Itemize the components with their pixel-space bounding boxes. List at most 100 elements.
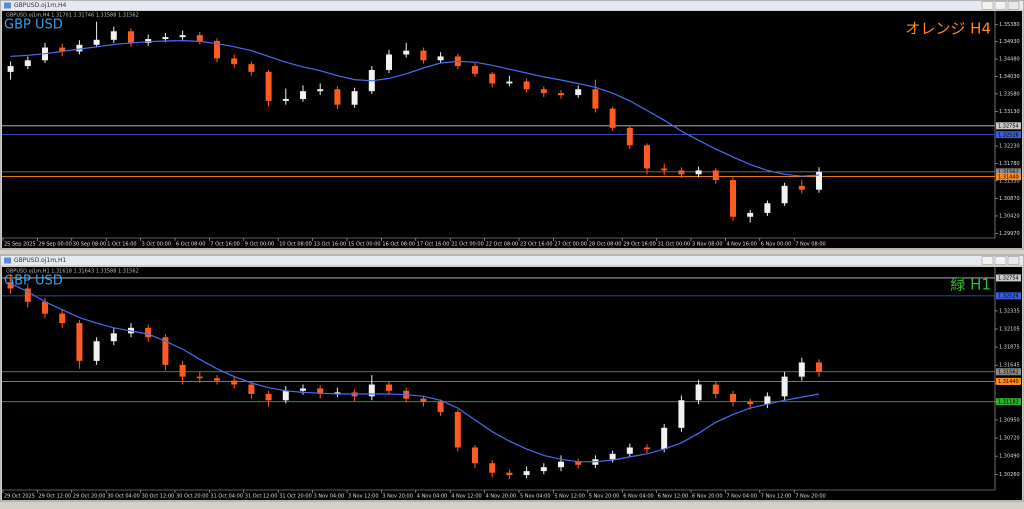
y-tick-label: 1.35380: [999, 22, 1020, 28]
x-tick-label: 3 Nov 12:00: [348, 494, 379, 500]
maximize-button[interactable]: [994, 256, 1007, 265]
candle-body: [661, 168, 668, 171]
x-tick-label: 30 Oct 04:00: [107, 494, 140, 500]
minimize-button[interactable]: [981, 256, 994, 265]
price-level-label: 1.32754: [998, 124, 1019, 130]
y-tick-label: 1.29970: [999, 231, 1020, 237]
candle-body: [162, 37, 169, 40]
price-level-tag: [996, 173, 1021, 181]
candle-body: [764, 203, 771, 213]
x-tick-label: 6 Nov 04:00: [623, 494, 654, 500]
candle-body: [695, 170, 702, 175]
candle-body: [437, 56, 444, 61]
symbol-label: GBP USD: [4, 274, 63, 289]
candle-body: [558, 461, 564, 468]
candle-body: [145, 327, 152, 338]
candle-body: [472, 447, 478, 464]
x-tick-label: 29 Oct 12:00: [38, 494, 71, 500]
candle-body: [712, 170, 719, 181]
y-tick-label: 1.30490: [999, 454, 1020, 460]
candle-body: [816, 171, 822, 190]
plot-area: [2, 267, 1022, 500]
x-tick-label: 5 Nov 20:00: [589, 494, 620, 500]
candle-body: [110, 333, 117, 342]
y-tick-label: 1.33130: [999, 109, 1020, 115]
x-tick-label: 3 Nov 20:00: [382, 494, 413, 500]
candle-body: [93, 341, 100, 361]
candle-body: [540, 89, 547, 94]
candle-body: [747, 401, 754, 405]
candle-body: [403, 50, 410, 55]
x-tick-label: 5 Nov 04:00: [520, 494, 551, 500]
candle-body: [816, 362, 822, 372]
candle-body: [282, 390, 289, 401]
candle-body: [214, 378, 220, 381]
x-tick-label: 29 Oct 2025: [4, 494, 35, 500]
candle-body: [523, 81, 530, 90]
moving-average: [10, 39, 820, 177]
candle-body: [730, 393, 736, 402]
x-tick-label: 3 Oct 00:00: [142, 242, 171, 248]
x-tick-label: 29 Sep 00:00: [38, 242, 71, 248]
annotation: 緑 H1: [950, 276, 991, 294]
candle-body: [7, 66, 14, 72]
candle-body: [386, 54, 392, 70]
candle-body: [420, 50, 427, 61]
candle-body: [317, 89, 324, 92]
maximize-button[interactable]: [994, 1, 1007, 10]
candle-body: [661, 427, 668, 450]
candle-body: [730, 180, 736, 217]
candle-body: [798, 362, 805, 377]
price-level-label: 1.31440: [998, 379, 1019, 385]
y-tick-label: 1.31645: [999, 363, 1020, 369]
candle-body: [368, 384, 375, 397]
x-tick-label: 4 Nov 16:00: [726, 242, 757, 248]
candle-body: [248, 64, 255, 72]
candle-body: [678, 400, 685, 428]
candle-body: [110, 31, 117, 40]
candle-body: [196, 35, 203, 41]
close-button[interactable]: [1007, 1, 1020, 10]
x-tick-label: 7 Oct 16:00: [210, 242, 239, 248]
y-tick-label: 1.30720: [999, 436, 1020, 442]
y-tick-label: 1.31780: [999, 161, 1020, 167]
price-level-tag: [996, 292, 1021, 300]
x-tick-label: 31 Oct 04:00: [210, 494, 243, 500]
candle-body: [231, 380, 238, 385]
y-tick-label: 1.34480: [999, 57, 1020, 63]
y-tick-label: 1.34930: [999, 39, 1020, 45]
candle-body: [93, 39, 100, 45]
close-button[interactable]: [1007, 256, 1020, 265]
price-level-tag: [996, 168, 1021, 176]
window-icon: [4, 2, 11, 9]
y-tick-label: 1.30260: [999, 472, 1020, 478]
x-tick-label: 31 Oct 00:00: [658, 242, 691, 248]
minimize-button[interactable]: [981, 1, 994, 10]
candle-body: [162, 337, 169, 365]
window-title: GBPUSD.oj1m,H1: [14, 257, 67, 264]
candle-body: [626, 447, 633, 454]
candle-body: [24, 288, 31, 302]
candle-body: [334, 89, 341, 105]
candle-body: [644, 145, 650, 169]
y-tick-label: 1.32105: [999, 327, 1020, 333]
y-tick-label: 1.31330: [999, 178, 1020, 184]
y-tick-label: 1.31875: [999, 345, 1020, 351]
candle-body: [454, 412, 461, 448]
x-tick-label: 31 Oct 20:00: [279, 494, 312, 500]
candle-body: [317, 388, 324, 394]
x-tick-label: 29 Oct 20:00: [73, 494, 106, 500]
price-level-label: 1.31440: [998, 174, 1019, 180]
candle-body: [781, 185, 788, 204]
price-level-label: 1.32526: [998, 132, 1019, 138]
y-tick-label: 1.34030: [999, 74, 1020, 80]
x-tick-label: 17 Oct 16:00: [417, 242, 450, 248]
x-tick-label: 6 Oct 08:00: [176, 242, 205, 248]
x-tick-label: 1 Oct 16:00: [107, 242, 136, 248]
x-tick-label: 15 Oct 00:00: [348, 242, 381, 248]
x-tick-label: 7 Nov 04:00: [726, 494, 757, 500]
candle-body: [506, 81, 513, 84]
price-level-label: 1.31182: [998, 399, 1019, 405]
